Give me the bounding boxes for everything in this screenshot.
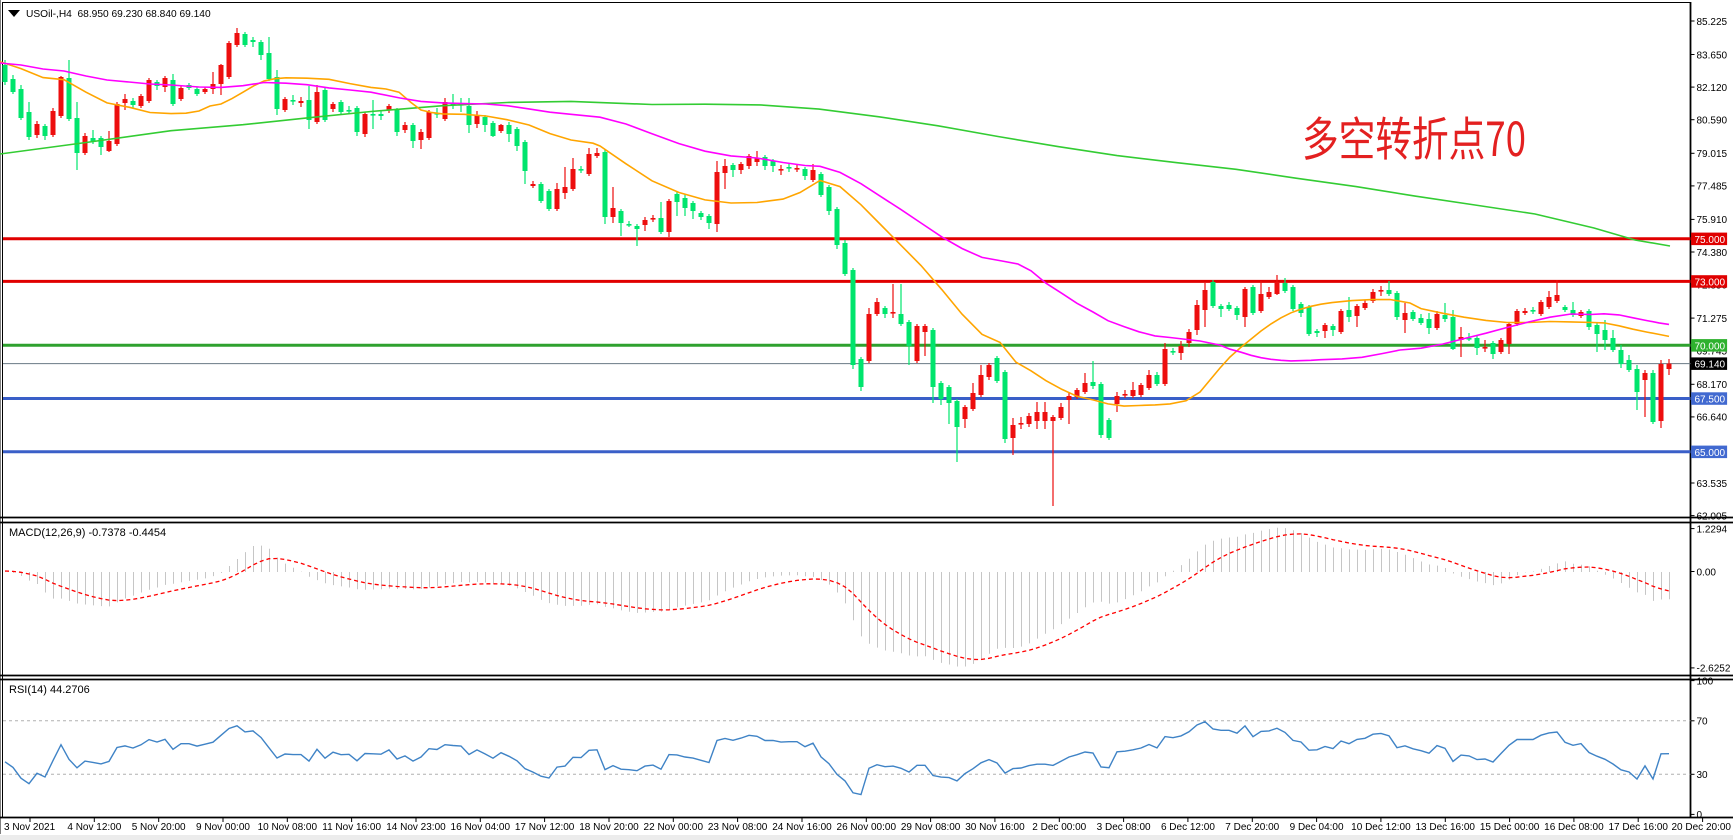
svg-text:7 Dec 20:00: 7 Dec 20:00 — [1225, 822, 1279, 833]
svg-text:69.140: 69.140 — [1695, 360, 1726, 371]
svg-text:6 Dec 12:00: 6 Dec 12:00 — [1161, 822, 1215, 833]
svg-text:9 Nov 00:00: 9 Nov 00:00 — [196, 822, 250, 833]
svg-text:0: 0 — [1697, 810, 1703, 821]
svg-text:2 Dec 00:00: 2 Dec 00:00 — [1032, 822, 1086, 833]
svg-text:3 Nov 2021: 3 Nov 2021 — [4, 822, 56, 833]
svg-text:13 Dec 16:00: 13 Dec 16:00 — [1416, 822, 1476, 833]
svg-text:10 Dec 12:00: 10 Dec 12:00 — [1351, 822, 1411, 833]
svg-text:100: 100 — [1697, 676, 1714, 687]
svg-text:69.745: 69.745 — [1697, 347, 1728, 358]
svg-text:24 Nov 16:00: 24 Nov 16:00 — [772, 822, 832, 833]
svg-text:RSI(14) 44.2706: RSI(14) 44.2706 — [9, 684, 90, 696]
svg-text:30: 30 — [1697, 770, 1709, 781]
svg-text:10 Nov 08:00: 10 Nov 08:00 — [258, 822, 318, 833]
svg-text:3 Dec 08:00: 3 Dec 08:00 — [1097, 822, 1151, 833]
svg-text:USOil-,H4 68.950 69.230 68.84: USOil-,H4 68.950 69.230 68.840 69.140 — [26, 9, 211, 20]
svg-text:16 Dec 08:00: 16 Dec 08:00 — [1544, 822, 1604, 833]
svg-text:15 Dec 00:00: 15 Dec 00:00 — [1480, 822, 1540, 833]
svg-text:-2.6252: -2.6252 — [1697, 664, 1731, 675]
svg-text:29 Nov 08:00: 29 Nov 08:00 — [901, 822, 961, 833]
svg-text:67.500: 67.500 — [1695, 395, 1726, 406]
svg-text:14 Nov 23:00: 14 Nov 23:00 — [386, 822, 446, 833]
svg-text:30 Nov 16:00: 30 Nov 16:00 — [965, 822, 1025, 833]
svg-text:0.00: 0.00 — [1697, 567, 1717, 578]
svg-text:9 Dec 04:00: 9 Dec 04:00 — [1290, 822, 1344, 833]
svg-text:75.910: 75.910 — [1697, 215, 1728, 226]
svg-text:80.590: 80.590 — [1697, 116, 1728, 127]
svg-text:16 Nov 04:00: 16 Nov 04:00 — [451, 822, 511, 833]
svg-text:22 Nov 00:00: 22 Nov 00:00 — [644, 822, 704, 833]
svg-text:63.535: 63.535 — [1697, 479, 1728, 490]
svg-text:71.275: 71.275 — [1697, 314, 1728, 325]
svg-text:83.650: 83.650 — [1697, 50, 1728, 61]
svg-text:11 Nov 16:00: 11 Nov 16:00 — [322, 822, 381, 833]
svg-text:1.2294: 1.2294 — [1697, 524, 1728, 535]
svg-text:70.000: 70.000 — [1695, 341, 1726, 352]
svg-text:62.005: 62.005 — [1697, 511, 1728, 522]
svg-text:65.000: 65.000 — [1695, 448, 1726, 459]
svg-text:17 Nov 12:00: 17 Nov 12:00 — [515, 822, 575, 833]
svg-text:85.225: 85.225 — [1697, 17, 1728, 28]
svg-text:79.015: 79.015 — [1697, 149, 1728, 160]
svg-text:74.380: 74.380 — [1697, 248, 1728, 259]
svg-text:73.000: 73.000 — [1695, 277, 1726, 288]
svg-text:23 Nov 08:00: 23 Nov 08:00 — [708, 822, 768, 833]
svg-text:82.120: 82.120 — [1697, 83, 1728, 94]
svg-text:17 Dec 16:00: 17 Dec 16:00 — [1609, 822, 1669, 833]
svg-text:75.000: 75.000 — [1695, 235, 1726, 246]
svg-text:MACD(12,26,9) -0.7378 -0.4454: MACD(12,26,9) -0.7378 -0.4454 — [9, 527, 166, 539]
svg-text:77.485: 77.485 — [1697, 182, 1728, 193]
svg-text:4 Nov 12:00: 4 Nov 12:00 — [67, 822, 121, 833]
svg-text:26 Nov 00:00: 26 Nov 00:00 — [837, 822, 897, 833]
svg-text:18 Nov 20:00: 18 Nov 20:00 — [579, 822, 639, 833]
svg-text:68.170: 68.170 — [1697, 380, 1728, 391]
svg-text:70: 70 — [1697, 717, 1709, 728]
svg-text:66.640: 66.640 — [1697, 413, 1728, 424]
svg-text:20 Dec 20:00: 20 Dec 20:00 — [1672, 822, 1732, 833]
svg-text:5 Nov 20:00: 5 Nov 20:00 — [132, 822, 186, 833]
